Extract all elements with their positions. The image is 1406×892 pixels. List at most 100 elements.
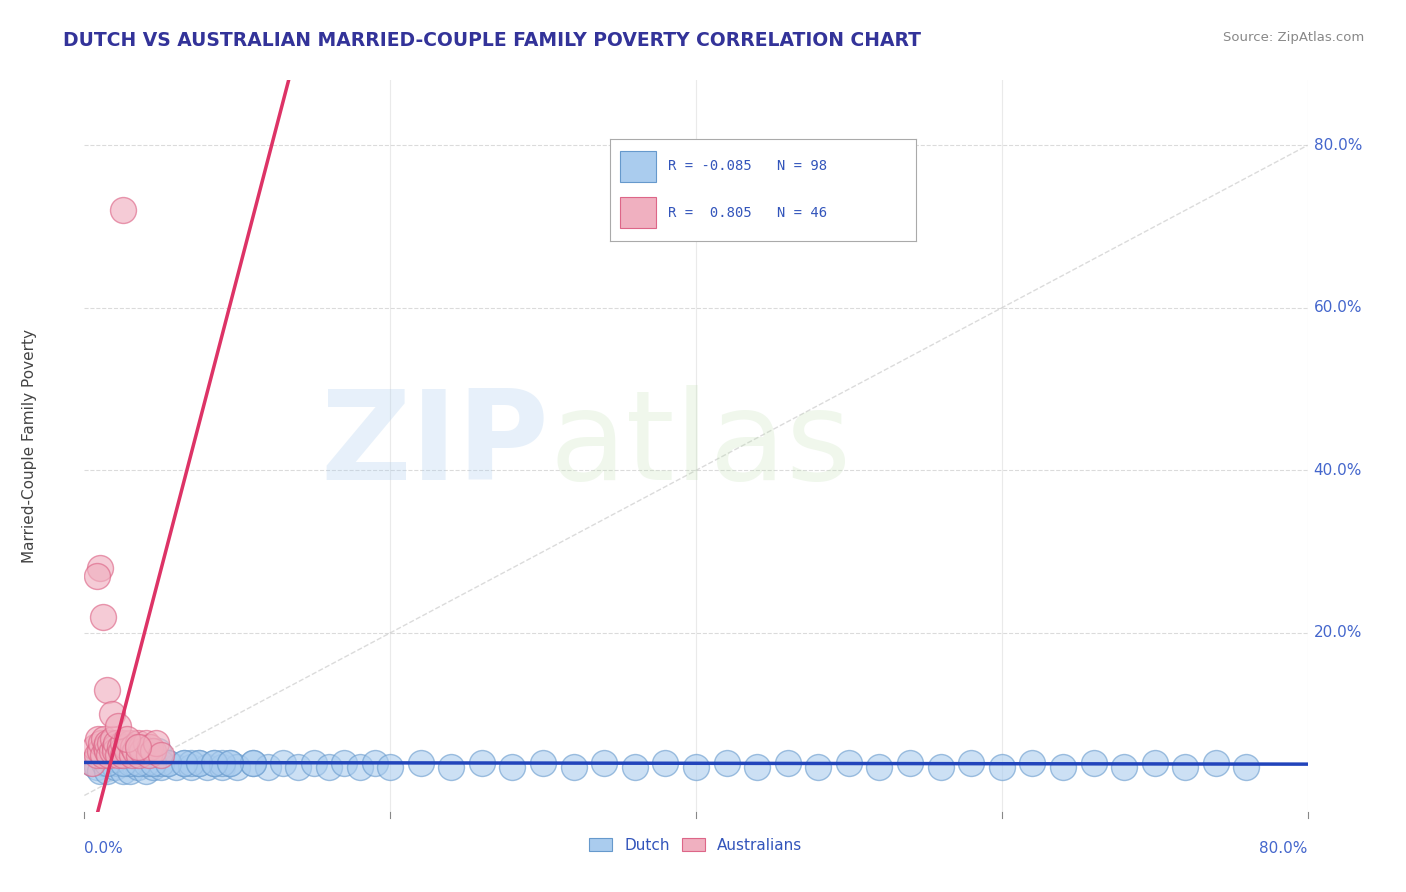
Point	[218, 756, 240, 770]
Point	[929, 760, 952, 774]
Point	[96, 682, 118, 697]
Point	[107, 747, 129, 762]
Point	[111, 756, 134, 770]
Point	[91, 609, 114, 624]
Point	[145, 756, 167, 770]
Point	[180, 760, 202, 774]
Point	[562, 760, 585, 774]
Point	[115, 744, 138, 758]
Point	[96, 764, 118, 778]
Point	[242, 756, 264, 770]
Point	[101, 756, 124, 770]
Point	[440, 760, 463, 774]
Point	[111, 764, 134, 778]
Point	[98, 736, 121, 750]
Point	[1052, 760, 1074, 774]
Point	[1234, 760, 1257, 774]
Point	[131, 744, 153, 758]
Point	[129, 739, 152, 754]
Point	[502, 760, 524, 774]
Point	[86, 747, 108, 762]
Point	[149, 756, 172, 770]
Point	[776, 756, 799, 770]
Point	[195, 760, 218, 774]
Point	[333, 756, 356, 770]
Point	[1143, 756, 1166, 770]
Point	[409, 756, 432, 770]
Point	[188, 756, 211, 770]
Point	[142, 747, 165, 762]
Bar	[620, 151, 657, 182]
Point	[127, 747, 149, 762]
Point	[86, 760, 108, 774]
Point	[80, 756, 103, 770]
Point	[89, 764, 111, 778]
Point	[257, 760, 280, 774]
Text: R =  0.805   N = 46: R = 0.805 N = 46	[668, 205, 828, 219]
Point	[146, 744, 169, 758]
Point	[135, 764, 157, 778]
Point	[991, 760, 1014, 774]
Point	[124, 739, 146, 754]
Point	[111, 736, 134, 750]
Point	[127, 739, 149, 754]
Point	[716, 756, 738, 770]
Point	[96, 756, 118, 770]
Point	[349, 760, 371, 774]
Point	[139, 744, 162, 758]
Point	[108, 739, 131, 754]
Bar	[620, 197, 657, 227]
Point	[654, 756, 676, 770]
Point	[89, 561, 111, 575]
Point	[101, 744, 124, 758]
Point	[105, 736, 128, 750]
Point	[157, 756, 180, 770]
Point	[121, 747, 143, 762]
Point	[103, 731, 125, 746]
Point	[173, 756, 195, 770]
Text: 20.0%: 20.0%	[1313, 625, 1362, 640]
Point	[139, 739, 162, 754]
Point	[120, 747, 142, 762]
Text: 80.0%: 80.0%	[1260, 841, 1308, 856]
Point	[211, 756, 233, 770]
Point	[110, 744, 132, 758]
Text: Source: ZipAtlas.com: Source: ZipAtlas.com	[1223, 31, 1364, 45]
Point	[96, 744, 118, 758]
Point	[685, 760, 707, 774]
Point	[747, 760, 769, 774]
Point	[1174, 760, 1197, 774]
Text: R = -0.085   N = 98: R = -0.085 N = 98	[668, 160, 828, 173]
Point	[93, 756, 115, 770]
Point	[104, 760, 127, 774]
Legend: Dutch, Australians: Dutch, Australians	[583, 831, 808, 859]
Point	[101, 707, 124, 722]
Point	[226, 760, 249, 774]
Point	[97, 747, 120, 762]
Point	[104, 739, 127, 754]
Text: ZIP: ZIP	[321, 385, 550, 507]
Point	[624, 760, 647, 774]
Text: 40.0%: 40.0%	[1313, 463, 1362, 478]
Point	[104, 744, 127, 758]
Point	[107, 756, 129, 770]
Point	[180, 756, 202, 770]
Point	[1205, 756, 1227, 770]
Point	[107, 719, 129, 733]
Point	[115, 731, 138, 746]
Point	[111, 203, 134, 218]
Point	[218, 756, 240, 770]
Point	[202, 756, 225, 770]
Text: 0.0%: 0.0%	[84, 841, 124, 856]
Point	[120, 764, 142, 778]
Point	[145, 736, 167, 750]
Point	[838, 756, 860, 770]
Point	[471, 756, 494, 770]
Point	[287, 760, 309, 774]
Point	[138, 747, 160, 762]
Point	[87, 731, 110, 746]
Point	[127, 756, 149, 770]
Point	[90, 736, 112, 750]
Text: atlas: atlas	[550, 385, 851, 507]
Point	[157, 756, 180, 770]
